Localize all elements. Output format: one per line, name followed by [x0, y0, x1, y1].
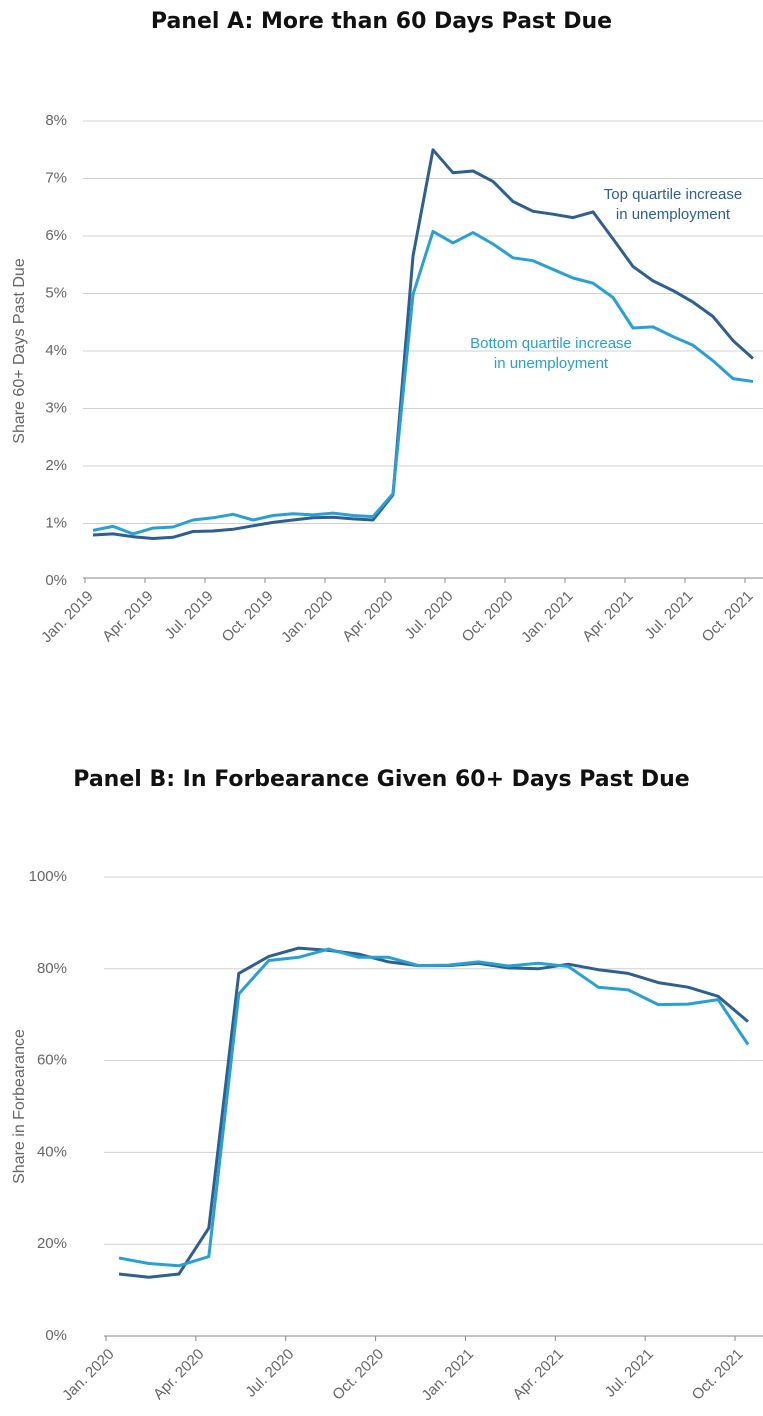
x-tick-label: Jul. 2021 [642, 588, 697, 643]
series-line [92, 229, 754, 536]
series-line [92, 148, 755, 540]
x-tick-label: Apr. 2020 [150, 1346, 207, 1403]
y-tick-label: 7% [45, 169, 67, 186]
y-tick-label: 8% [45, 112, 67, 129]
chart-title: Panel B: In Forbearance Given 60+ Days P… [73, 767, 689, 792]
x-tick-label: Jan. 2021 [418, 1346, 477, 1405]
x-tick-label: Jan. 2020 [59, 1346, 118, 1405]
y-tick-label: 3% [45, 399, 67, 416]
y-tick-label: 20% [37, 1235, 67, 1252]
x-tick-label: Jan. 2019 [38, 588, 97, 647]
y-tick-label: 4% [45, 342, 67, 359]
label-line: Top quartile increase [604, 186, 742, 203]
series-line [118, 947, 750, 1268]
x-tick-label: Apr. 2020 [339, 588, 396, 645]
x-tick-label: Jan. 2020 [278, 588, 337, 647]
y-tick-label: 1% [45, 514, 67, 531]
x-tick-label: Oct. 2020 [329, 1346, 387, 1404]
y-tick-label: 0% [45, 572, 67, 589]
series-label: Bottom quartile increase in unemployment [470, 335, 632, 372]
x-tick-label: Oct. 2020 [459, 588, 517, 646]
y-tick-label: 0% [45, 1327, 67, 1344]
y-tick-label: 80% [37, 960, 67, 977]
x-tick-label: Jan. 2021 [518, 588, 577, 647]
x-tick-label: Oct. 2021 [699, 588, 757, 646]
y-tick-label: 60% [37, 1052, 67, 1069]
label-line: in unemployment [616, 206, 731, 223]
y-axis-title: Share in Forbearance [11, 1029, 28, 1184]
x-tick-label: Jul. 2019 [162, 588, 217, 643]
x-tick-label: Apr. 2021 [579, 588, 636, 645]
x-tick-label: Oct. 2021 [689, 1346, 747, 1404]
x-tick-label: Jul. 2020 [402, 588, 457, 643]
x-tick-label: Jul. 2021 [602, 1346, 657, 1401]
x-tick-label: Jul. 2020 [242, 1346, 297, 1401]
y-tick-label: 5% [45, 284, 67, 301]
y-axis-title: Share 60+ Days Past Due [11, 258, 28, 444]
y-tick-label: 2% [45, 457, 67, 474]
x-tick-label: Oct. 2019 [219, 588, 277, 646]
series-label: Top quartile increase in unemployment [604, 186, 742, 223]
y-tick-label: 6% [45, 227, 67, 244]
chart-title: Panel A: More than 60 Days Past Due [151, 9, 612, 34]
x-tick-label: Apr. 2021 [510, 1346, 567, 1403]
y-tick-label: 40% [37, 1143, 67, 1160]
label-line: Bottom quartile increase [470, 335, 632, 352]
x-tick-label: Apr. 2019 [99, 588, 156, 645]
label-line: in unemployment [494, 355, 609, 372]
y-tick-label: 100% [29, 868, 67, 885]
